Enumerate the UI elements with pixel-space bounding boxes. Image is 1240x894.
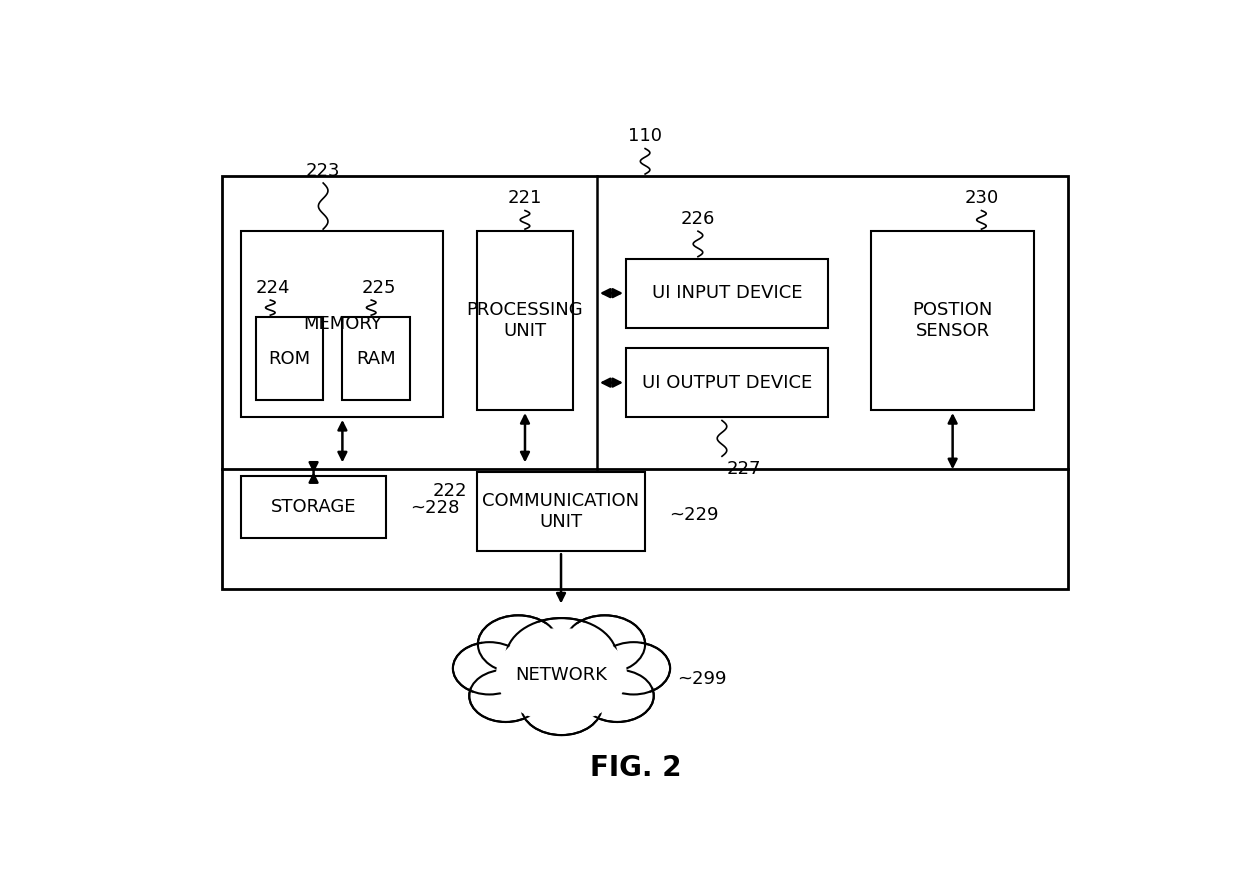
Text: 224: 224	[255, 279, 290, 297]
Circle shape	[512, 623, 610, 693]
Circle shape	[491, 624, 632, 726]
Circle shape	[585, 673, 650, 719]
Circle shape	[506, 618, 618, 698]
Circle shape	[564, 615, 645, 673]
Text: 221: 221	[508, 190, 542, 207]
Text: NETWORK: NETWORK	[516, 666, 608, 684]
Circle shape	[521, 678, 601, 735]
Circle shape	[526, 680, 596, 731]
Circle shape	[601, 645, 666, 691]
Circle shape	[596, 642, 670, 695]
Text: MEMORY: MEMORY	[303, 315, 382, 333]
Circle shape	[458, 645, 522, 691]
Text: FIG. 2: FIG. 2	[590, 755, 681, 782]
Circle shape	[453, 642, 526, 695]
Text: 230: 230	[965, 190, 998, 207]
Text: 227: 227	[727, 460, 761, 477]
Text: STORAGE: STORAGE	[270, 498, 356, 516]
Text: 222: 222	[433, 482, 467, 500]
Text: ~229: ~229	[670, 506, 719, 524]
Text: 226: 226	[681, 210, 715, 228]
Text: COMMUNICATION
UNIT: COMMUNICATION UNIT	[482, 493, 640, 531]
Circle shape	[474, 673, 538, 719]
Circle shape	[580, 670, 653, 722]
Bar	[477, 232, 573, 410]
Text: 223: 223	[306, 162, 341, 180]
Text: 110: 110	[629, 127, 662, 145]
Text: ~299: ~299	[677, 670, 727, 687]
Text: ROM: ROM	[269, 350, 310, 367]
Text: UI INPUT DEVICE: UI INPUT DEVICE	[651, 284, 802, 302]
Text: 225: 225	[362, 279, 396, 297]
Bar	[255, 317, 324, 400]
Text: UI OUTPUT DEVICE: UI OUTPUT DEVICE	[641, 374, 812, 392]
Circle shape	[469, 670, 542, 722]
Bar	[626, 348, 828, 417]
Circle shape	[477, 615, 558, 673]
Circle shape	[569, 619, 640, 670]
Bar	[242, 232, 444, 417]
Text: PROCESSING
UNIT: PROCESSING UNIT	[466, 301, 583, 340]
Bar	[342, 317, 409, 400]
Bar	[222, 176, 1068, 589]
Circle shape	[489, 622, 635, 728]
Bar	[242, 476, 386, 537]
Circle shape	[482, 619, 554, 670]
Text: RAM: RAM	[356, 350, 396, 367]
Bar	[477, 472, 645, 552]
Circle shape	[497, 628, 626, 721]
Bar	[870, 232, 1034, 410]
Bar	[626, 258, 828, 327]
Text: ~228: ~228	[409, 499, 459, 517]
Text: POSTION
SENSOR: POSTION SENSOR	[913, 301, 993, 340]
